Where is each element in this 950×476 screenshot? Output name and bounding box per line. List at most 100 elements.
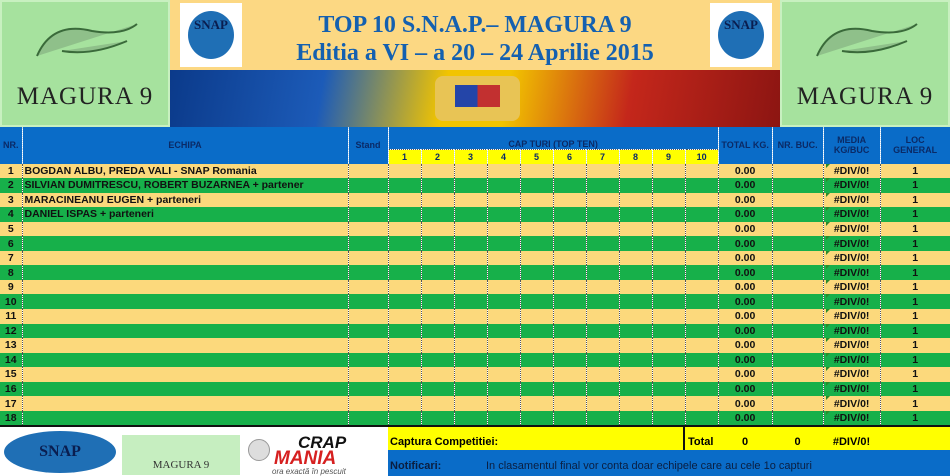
- stand-cell[interactable]: [348, 338, 389, 353]
- team-name[interactable]: [22, 265, 349, 280]
- capture-cell[interactable]: [520, 381, 554, 397]
- capture-cell[interactable]: [685, 250, 719, 266]
- capture-cell[interactable]: [520, 192, 554, 208]
- nr-buc[interactable]: [772, 381, 824, 397]
- capture-cell[interactable]: [487, 396, 521, 411]
- capture-cell[interactable]: [388, 381, 422, 397]
- capture-cell[interactable]: [652, 323, 686, 339]
- capture-cell[interactable]: [520, 294, 554, 310]
- stand-cell[interactable]: [348, 236, 389, 251]
- capture-cell[interactable]: [520, 207, 554, 222]
- capture-cell[interactable]: [586, 352, 620, 368]
- capture-cell[interactable]: [586, 279, 620, 295]
- nr-buc[interactable]: [772, 323, 824, 339]
- capture-cell[interactable]: [685, 163, 719, 179]
- capture-cell[interactable]: [553, 207, 587, 222]
- capture-cell[interactable]: [619, 410, 653, 426]
- capture-cell[interactable]: [454, 309, 488, 324]
- capture-cell[interactable]: [586, 207, 620, 222]
- capture-cell[interactable]: [454, 207, 488, 222]
- capture-cell[interactable]: [454, 396, 488, 411]
- capture-cell[interactable]: [652, 192, 686, 208]
- team-name[interactable]: SILVIAN DUMITRESCU, ROBERT BUZARNEA + pa…: [22, 178, 349, 193]
- stand-cell[interactable]: [348, 294, 389, 310]
- capture-cell[interactable]: [619, 309, 653, 324]
- capture-cell[interactable]: [454, 294, 488, 310]
- capture-cell[interactable]: [520, 279, 554, 295]
- stand-cell[interactable]: [348, 163, 389, 179]
- capture-cell[interactable]: [487, 163, 521, 179]
- nr-buc[interactable]: [772, 410, 824, 426]
- capture-cell[interactable]: [421, 294, 455, 310]
- capture-cell[interactable]: [652, 279, 686, 295]
- team-name[interactable]: [22, 236, 349, 251]
- capture-cell[interactable]: [619, 221, 653, 237]
- capture-cell[interactable]: [553, 396, 587, 411]
- stand-cell[interactable]: [348, 410, 389, 426]
- capture-cell[interactable]: [619, 192, 653, 208]
- capture-cell[interactable]: [553, 221, 587, 237]
- stand-cell[interactable]: [348, 178, 389, 193]
- nr-buc[interactable]: [772, 207, 824, 222]
- capture-cell[interactable]: [520, 410, 554, 426]
- capture-cell[interactable]: [487, 367, 521, 382]
- capture-cell[interactable]: [586, 294, 620, 310]
- capture-cell[interactable]: [619, 265, 653, 280]
- capture-cell[interactable]: [586, 250, 620, 266]
- capture-cell[interactable]: [454, 367, 488, 382]
- capture-cell[interactable]: [520, 236, 554, 251]
- team-name[interactable]: [22, 309, 349, 324]
- capture-cell[interactable]: [421, 323, 455, 339]
- capture-cell[interactable]: [652, 338, 686, 353]
- capture-cell[interactable]: [652, 381, 686, 397]
- capture-cell[interactable]: [553, 309, 587, 324]
- capture-cell[interactable]: [454, 192, 488, 208]
- nr-buc[interactable]: [772, 352, 824, 368]
- nr-buc[interactable]: [772, 294, 824, 310]
- capture-cell[interactable]: [421, 207, 455, 222]
- stand-cell[interactable]: [348, 396, 389, 411]
- nr-buc[interactable]: [772, 163, 824, 179]
- capture-cell[interactable]: [652, 178, 686, 193]
- capture-cell[interactable]: [553, 352, 587, 368]
- capture-cell[interactable]: [685, 410, 719, 426]
- capture-cell[interactable]: [454, 265, 488, 280]
- team-name[interactable]: BOGDAN ALBU, PREDA VALI - SNAP Romania: [22, 163, 349, 179]
- capture-cell[interactable]: [619, 294, 653, 310]
- stand-cell[interactable]: [348, 279, 389, 295]
- capture-cell[interactable]: [586, 309, 620, 324]
- capture-cell[interactable]: [652, 396, 686, 411]
- stand-cell[interactable]: [348, 309, 389, 324]
- capture-cell[interactable]: [619, 178, 653, 193]
- capture-cell[interactable]: [454, 221, 488, 237]
- capture-cell[interactable]: [421, 236, 455, 251]
- nr-buc[interactable]: [772, 250, 824, 266]
- capture-cell[interactable]: [487, 192, 521, 208]
- capture-cell[interactable]: [553, 367, 587, 382]
- capture-cell[interactable]: [421, 381, 455, 397]
- capture-cell[interactable]: [421, 221, 455, 237]
- capture-cell[interactable]: [388, 207, 422, 222]
- capture-cell[interactable]: [487, 323, 521, 339]
- stand-cell[interactable]: [348, 323, 389, 339]
- capture-cell[interactable]: [487, 236, 521, 251]
- team-name[interactable]: [22, 250, 349, 266]
- stand-cell[interactable]: [348, 250, 389, 266]
- capture-cell[interactable]: [652, 236, 686, 251]
- capture-cell[interactable]: [685, 192, 719, 208]
- capture-cell[interactable]: [388, 323, 422, 339]
- capture-cell[interactable]: [685, 279, 719, 295]
- team-name[interactable]: [22, 410, 349, 426]
- capture-cell[interactable]: [553, 265, 587, 280]
- capture-cell[interactable]: [619, 338, 653, 353]
- capture-cell[interactable]: [520, 309, 554, 324]
- nr-buc[interactable]: [772, 265, 824, 280]
- capture-cell[interactable]: [619, 396, 653, 411]
- capture-cell[interactable]: [685, 207, 719, 222]
- capture-cell[interactable]: [586, 410, 620, 426]
- capture-cell[interactable]: [553, 279, 587, 295]
- nr-buc[interactable]: [772, 396, 824, 411]
- nr-buc[interactable]: [772, 279, 824, 295]
- capture-cell[interactable]: [421, 367, 455, 382]
- capture-cell[interactable]: [421, 192, 455, 208]
